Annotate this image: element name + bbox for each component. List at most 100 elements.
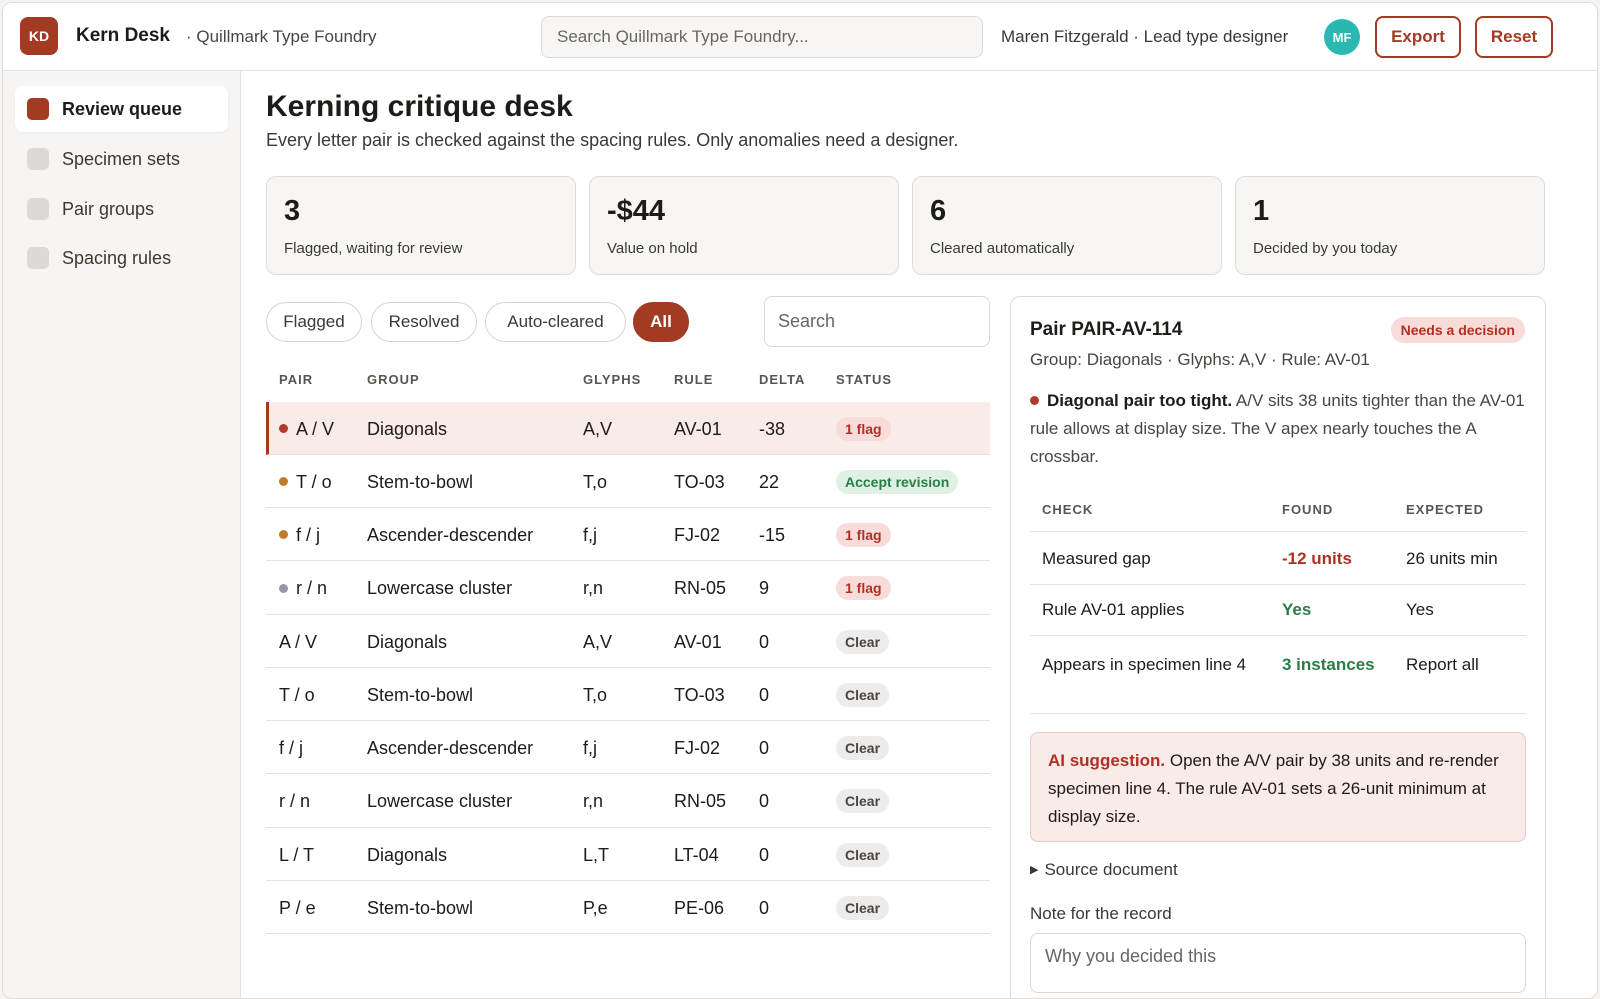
cell-group: Diagonals [367,844,448,865]
global-search-input[interactable] [541,16,983,58]
detail-headline: Diagonal pair too tight. [1047,391,1233,410]
cell-glyphs: L,T [583,844,610,865]
source-document-toggle[interactable]: ▶ Source document [1030,860,1178,880]
table-row[interactable]: r / n Lowercase cluster r,n RN-05 0 Clear [266,774,990,828]
check-name: Measured gap [1042,549,1151,568]
avatar[interactable]: MF [1324,19,1360,55]
stat-value: 3 [284,195,301,227]
column-header-status[interactable]: STATUS [836,372,893,387]
sidebar-item-label: Specimen sets [62,148,181,169]
cell-pair: T / o [279,685,315,706]
note-label: Note for the record [1030,904,1172,923]
ai-suggestion-label: AI suggestion. [1048,751,1166,770]
cell-delta: 9 [759,578,770,598]
triangle-right-icon: ▶ [1030,864,1039,876]
sidebar-item-review-queue[interactable]: Review queue [15,86,228,132]
sidebar: Review queue Specimen sets Pair groups S… [3,71,241,998]
divider [1030,531,1526,532]
cell-glyphs: A,V [583,418,613,439]
column-header-group[interactable]: GROUP [367,372,420,387]
detail-meta: Group: Diagonals · Glyphs: A,V · Rule: A… [1030,350,1370,369]
cell-rule: PE-06 [674,897,725,918]
check-name: Appears in specimen line 4 [1042,655,1247,674]
pair-label: P / e [279,897,316,918]
cell-glyphs: A,V [583,631,613,652]
check-header-found: FOUND [1282,502,1334,517]
cell-glyphs: T,o [583,684,608,705]
cell-pair: f / j [279,738,303,759]
cell-delta: 0 [759,897,770,918]
table-row[interactable]: r / n Lowercase cluster r,n RN-05 9 1 flag [266,561,990,615]
column-header-delta[interactable]: DELTA [759,372,806,387]
check-expected: Yes [1406,600,1434,619]
stat-label: Value on hold [607,240,698,257]
filter-chip-auto-cleared[interactable]: Auto-cleared [485,302,626,342]
cell-rule: LT-04 [674,844,719,865]
divider [1030,713,1526,714]
pair-label: f / j [296,524,321,545]
cell-rule: TO-03 [674,684,725,705]
status-dot-icon [279,583,288,593]
filter-chip-flagged[interactable]: Flagged [266,302,362,342]
table-row[interactable]: A / V Diagonals A,V AV-01 0 Clear [266,615,990,668]
status-dot-icon [279,530,288,540]
table-search-input[interactable] [764,296,990,347]
cell-pair: A / V [279,632,317,653]
sidebar-item-specimen-sets[interactable]: Specimen sets [15,136,228,182]
cell-group: Diagonals [367,631,448,652]
sidebar-item-pair-groups[interactable]: Pair groups [15,186,228,232]
pair-label: L / T [279,844,315,865]
table-row[interactable]: P / e Stem-to-bowl P,e PE-06 0 Clear [266,881,990,934]
cell-group: Stem-to-bowl [367,684,474,705]
column-header-glyphs[interactable]: GLYPHS [583,372,642,387]
check-header-check: CHECK [1042,502,1094,517]
cell-pair: L / T [279,845,314,866]
top-bar: KD Kern Desk · Quillmark Type Foundry Ma… [3,3,1597,71]
cell-group: Stem-to-bowl [367,471,474,492]
note-input[interactable] [1030,933,1526,993]
cell-pair: T / o [279,472,332,493]
table-row[interactable]: T / o Stem-to-bowl T,o TO-03 0 Clear [266,668,990,721]
cell-pair: P / e [279,898,316,919]
stat-label: Decided by you today [1253,240,1398,257]
cell-delta: 22 [759,471,780,492]
cell-glyphs: r,n [583,791,604,811]
stat-card-value-on-hold: -$44 Value on hold [589,176,899,275]
cell-delta: -38 [759,418,786,439]
check-header-expected: EXPECTED [1406,502,1485,517]
user-label: Maren Fitzgerald · Lead type designer [1001,27,1289,46]
detail-description-text: A/V sits 38 units tighter than the AV-01… [1030,391,1525,466]
pair-label: f / j [279,737,304,758]
stat-value: 1 [1253,195,1270,227]
table-row[interactable]: f / j Ascender-descender f,j FJ-02 -15 1 flag [266,508,990,561]
column-header-rule[interactable]: RULE [674,372,714,387]
stat-value: -$44 [607,195,666,227]
cell-group: Diagonals [367,418,448,439]
app-name: Kern Desk [76,25,170,46]
rules-icon [27,247,49,269]
cell-glyphs: f,j [583,737,598,758]
divider [1030,635,1526,636]
table-row[interactable]: f / j Ascender-descender f,j FJ-02 0 Clear [266,721,990,774]
status-badge[interactable]: Accept revision [836,469,959,494]
export-button[interactable]: Export [1375,16,1461,58]
pair-label: r / n [296,578,328,598]
detail-panel: Pair PAIR-AV-114 Needs a decision Group:… [1010,296,1546,998]
table-row[interactable]: T / o Stem-to-bowl T,o TO-03 22 Accept revisi… [266,455,990,508]
cell-delta: 0 [759,844,770,865]
filter-chip-resolved[interactable]: Resolved [371,302,477,342]
table-row[interactable]: L / T Diagonals L,T LT-04 0 Clear [266,828,990,881]
detail-description: Diagonal pair too tight. A/V sits 38 uni… [1030,387,1530,471]
column-header-pair[interactable]: PAIR [279,372,314,387]
cell-glyphs: P,e [583,897,608,918]
reset-button[interactable]: Reset [1475,16,1553,58]
pair-label: T / o [296,471,332,492]
decision-badge: Needs a decision [1390,317,1525,343]
sidebar-item-spacing-rules[interactable]: Spacing rules [15,235,228,281]
queue-icon [27,98,49,120]
status-badge: 1 flag [836,576,891,600]
filter-chip-all[interactable]: All [633,302,689,342]
stat-label: Flagged, waiting for review [284,240,463,257]
table-row[interactable]: A / V Diagonals A,V AV-01 -38 1 flag [266,402,990,455]
sidebar-item-label: Spacing rules [62,247,172,268]
